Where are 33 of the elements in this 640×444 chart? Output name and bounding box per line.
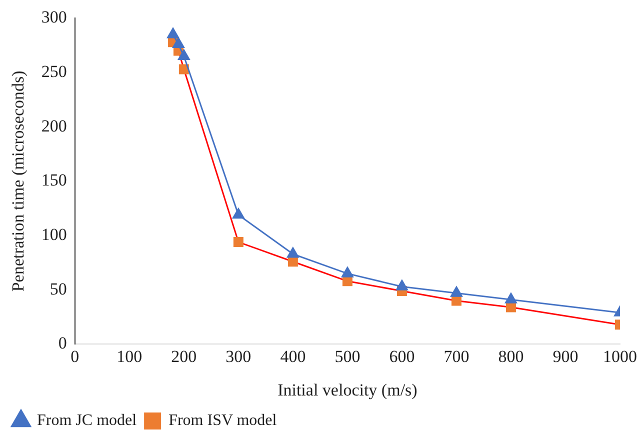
x-tick-label: 100: [116, 346, 142, 366]
point: [286, 247, 299, 258]
y-tick-label: 0: [58, 334, 67, 353]
legend-label: From ISV model: [168, 412, 278, 430]
point: [178, 64, 189, 74]
x-axis-title: Initial velocity (m/s): [278, 380, 418, 400]
point: [178, 49, 190, 60]
y-tick-label: 200: [41, 116, 67, 136]
x-tick-label: 200: [171, 346, 197, 366]
y-tick-label: 150: [41, 170, 67, 190]
point: [450, 286, 462, 297]
x-tick-label: 300: [226, 346, 252, 366]
y-tick-label: 250: [41, 62, 67, 81]
x-tick-label: 500: [334, 346, 360, 366]
y-tick-label: 100: [41, 225, 67, 244]
point: [172, 38, 184, 48]
y-tick-label: 50: [50, 279, 67, 298]
x-tick-label: 800: [498, 346, 524, 366]
point: [396, 280, 408, 290]
y-tick-label: 300: [41, 8, 67, 27]
point: [342, 266, 354, 278]
x-tick-label: 700: [444, 346, 470, 366]
x-tick-label: 400: [280, 346, 306, 366]
x-tick-label: 600: [389, 346, 415, 366]
point: [233, 237, 244, 248]
point: [167, 28, 179, 38]
y-axis-title: Penetration time (microseconds): [8, 70, 28, 292]
point: [232, 208, 244, 219]
point: [505, 292, 517, 304]
legend-label: From JC model: [37, 412, 138, 430]
x-tick-label: 0: [70, 346, 80, 366]
x-tick-label: 1000: [603, 346, 637, 366]
x-tick-label: 900: [552, 346, 578, 366]
